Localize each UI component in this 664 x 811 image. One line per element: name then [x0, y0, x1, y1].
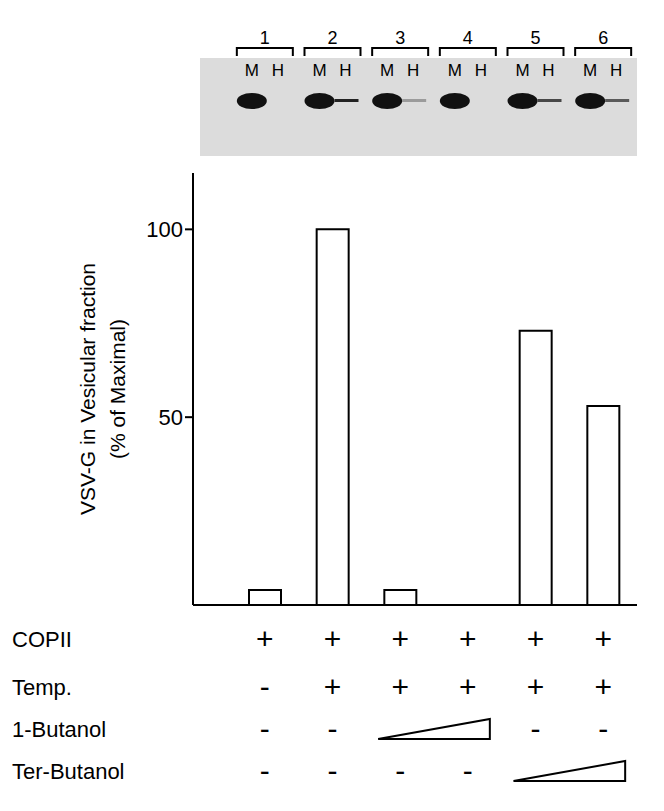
svg-text:5: 5 [530, 28, 540, 48]
svg-text:+: + [459, 622, 477, 655]
svg-text:-: - [328, 754, 338, 787]
svg-text:+: + [459, 670, 477, 703]
svg-text:+: + [324, 670, 342, 703]
svg-text:COPII: COPII [12, 627, 72, 652]
svg-text:1-Butanol: 1-Butanol [12, 717, 106, 742]
svg-text:M: M [312, 61, 326, 80]
svg-text:M: M [515, 61, 529, 80]
svg-text:-: - [598, 712, 608, 745]
svg-text:M: M [448, 61, 462, 80]
svg-text:H: H [407, 61, 419, 80]
svg-text:2: 2 [327, 28, 337, 48]
svg-text:-: - [260, 712, 270, 745]
svg-text:H: H [542, 61, 554, 80]
svg-text:+: + [527, 622, 545, 655]
svg-text:1: 1 [260, 28, 270, 48]
svg-text:+: + [527, 670, 545, 703]
svg-text:-: - [260, 754, 270, 787]
svg-text:H: H [610, 61, 622, 80]
svg-text:-: - [395, 754, 405, 787]
svg-text:M: M [245, 61, 259, 80]
svg-text:6: 6 [598, 28, 608, 48]
svg-text:+: + [391, 670, 409, 703]
svg-text:4: 4 [463, 28, 473, 48]
svg-text:Temp.: Temp. [12, 675, 72, 700]
svg-text:50: 50 [159, 405, 183, 430]
svg-text:+: + [256, 622, 274, 655]
svg-text:-: - [463, 754, 473, 787]
svg-text:M: M [583, 61, 597, 80]
svg-text:-: - [531, 712, 541, 745]
svg-text:-: - [328, 712, 338, 745]
svg-text:(% of Maximal): (% of Maximal) [106, 319, 129, 459]
svg-text:+: + [324, 622, 342, 655]
svg-text:H: H [475, 61, 487, 80]
svg-text:-: - [260, 670, 270, 703]
svg-text:+: + [594, 622, 612, 655]
svg-text:H: H [272, 61, 284, 80]
svg-text:3: 3 [395, 28, 405, 48]
svg-text:VSV-G in Vesicular fraction: VSV-G in Vesicular fraction [76, 263, 99, 515]
svg-text:H: H [339, 61, 351, 80]
svg-text:100: 100 [146, 217, 183, 242]
svg-text:M: M [380, 61, 394, 80]
svg-text:Ter-Butanol: Ter-Butanol [12, 759, 125, 784]
svg-text:+: + [594, 670, 612, 703]
svg-text:+: + [391, 622, 409, 655]
